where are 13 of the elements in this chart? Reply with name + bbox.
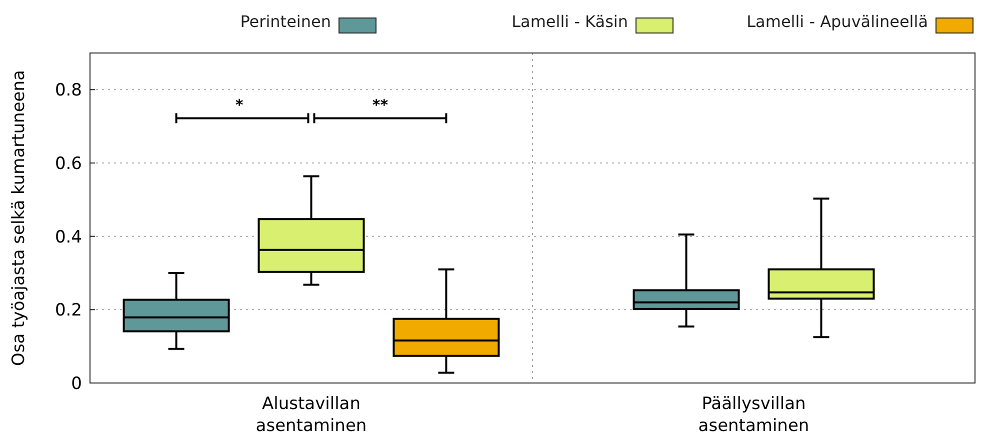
- legend-label: Perinteinen: [240, 12, 331, 31]
- y-tick-label: 0.8: [54, 80, 82, 101]
- y-tick-label: 0.4: [54, 227, 82, 248]
- legend-label: Lamelli - Käsin: [512, 12, 628, 31]
- y-tick-label: 0: [71, 374, 82, 394]
- x-tick-label: Päällysvillan asentaminen: [698, 394, 810, 436]
- y-axis-title: Osa työajasta selkä kumartuneena: [9, 70, 29, 366]
- x-tick-label: Alustavillan asentaminen: [256, 394, 367, 436]
- legend-label: Lamelli - Apuvälineellä: [746, 12, 928, 31]
- annotation: **: [372, 96, 388, 114]
- y-tick-label: 0.6: [54, 154, 82, 174]
- annotation: *: [235, 96, 244, 114]
- y-tick-label: 0.2: [54, 300, 82, 321]
